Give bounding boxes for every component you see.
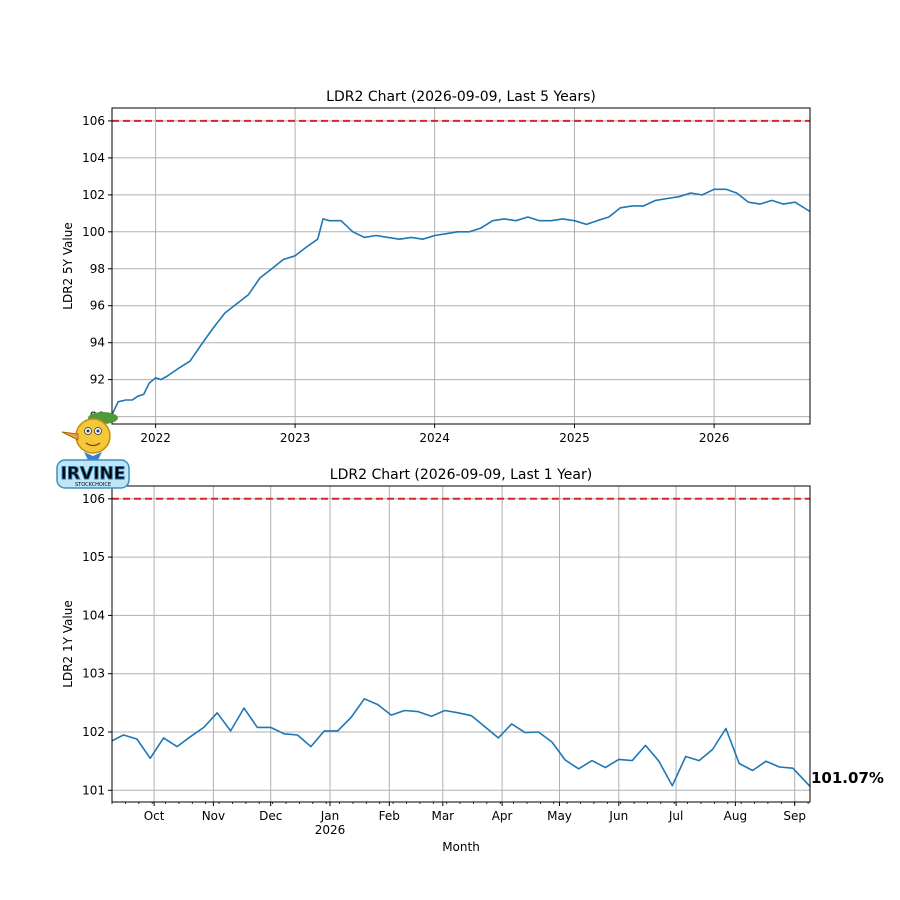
x-tick-label: 2023 [280,431,311,445]
y-tick-label: 101 [82,783,105,797]
logo-subtext: STOCKCHOICE [75,482,111,488]
y-tick-label: 104 [82,151,105,165]
chart-1-year: LDR2 Chart (2026-09-09, Last 1 Year) LDR… [61,467,884,854]
x-tick-label: Dec [259,809,282,823]
series-line [111,188,811,416]
x-tick-label: Jul [668,809,683,823]
logo-wordmark: IRVINE [61,464,126,484]
x-tick-label: Jun [608,809,628,823]
chart-title: LDR2 Chart (2026-09-09, Last 5 Years) [326,89,596,105]
y-tick-label: 94 [90,336,105,350]
x-tick-label: Apr [492,809,513,823]
x-tick-label: 2022 [140,431,171,445]
series-layer [111,697,811,787]
x-axis-label: Month [442,840,480,854]
series-layer [111,188,811,416]
y-tick-label: 104 [82,608,105,622]
x-tick-label: 2026 [699,431,730,445]
y-tick-label: 98 [90,262,105,276]
end-value-label: 101.07% [811,769,884,787]
y-axis-label: LDR2 1Y Value [61,600,75,687]
x-tick-label: Feb [379,809,400,823]
grid [112,108,810,424]
x-tick-label: Jan [320,809,340,823]
x-tick-label: Mar [431,809,454,823]
irvine-stockchoice-logo: IRVINE STOCKCHOICE [56,412,130,489]
plot-frame [111,485,811,803]
y-tick-label: 102 [82,725,105,739]
x-tick-label: 2025 [559,431,590,445]
y-tick-label: 106 [82,492,105,506]
x-tick-label: May [547,809,572,823]
x-tick-label: Oct [144,809,165,823]
y-tick-label: 92 [90,373,105,387]
chart-5-years: LDR2 Chart (2026-09-09, Last 5 Years) LD… [61,89,811,445]
x-tick-sublabel: 2026 [315,823,346,837]
y-tick-label: 96 [90,299,105,313]
x-tick-label: 2024 [419,431,450,445]
y-tick-label: 105 [82,550,105,564]
x-tick-label: Aug [724,809,747,823]
y-tick-label: 102 [82,188,105,202]
chart-title: LDR2 Chart (2026-09-09, Last 1 Year) [330,467,592,483]
grid [112,486,810,802]
plot-frame [111,107,811,425]
y-tick-label: 106 [82,114,105,128]
series-line [111,697,811,787]
y-tick-label: 100 [82,225,105,239]
x-tick-label: Sep [783,809,806,823]
y-axis-label: LDR2 5Y Value [61,222,75,309]
y-tick-label: 103 [82,667,105,681]
axis-ticks: 9092949698100102104106202220232024202520… [82,114,729,445]
x-tick-label: Nov [202,809,225,823]
